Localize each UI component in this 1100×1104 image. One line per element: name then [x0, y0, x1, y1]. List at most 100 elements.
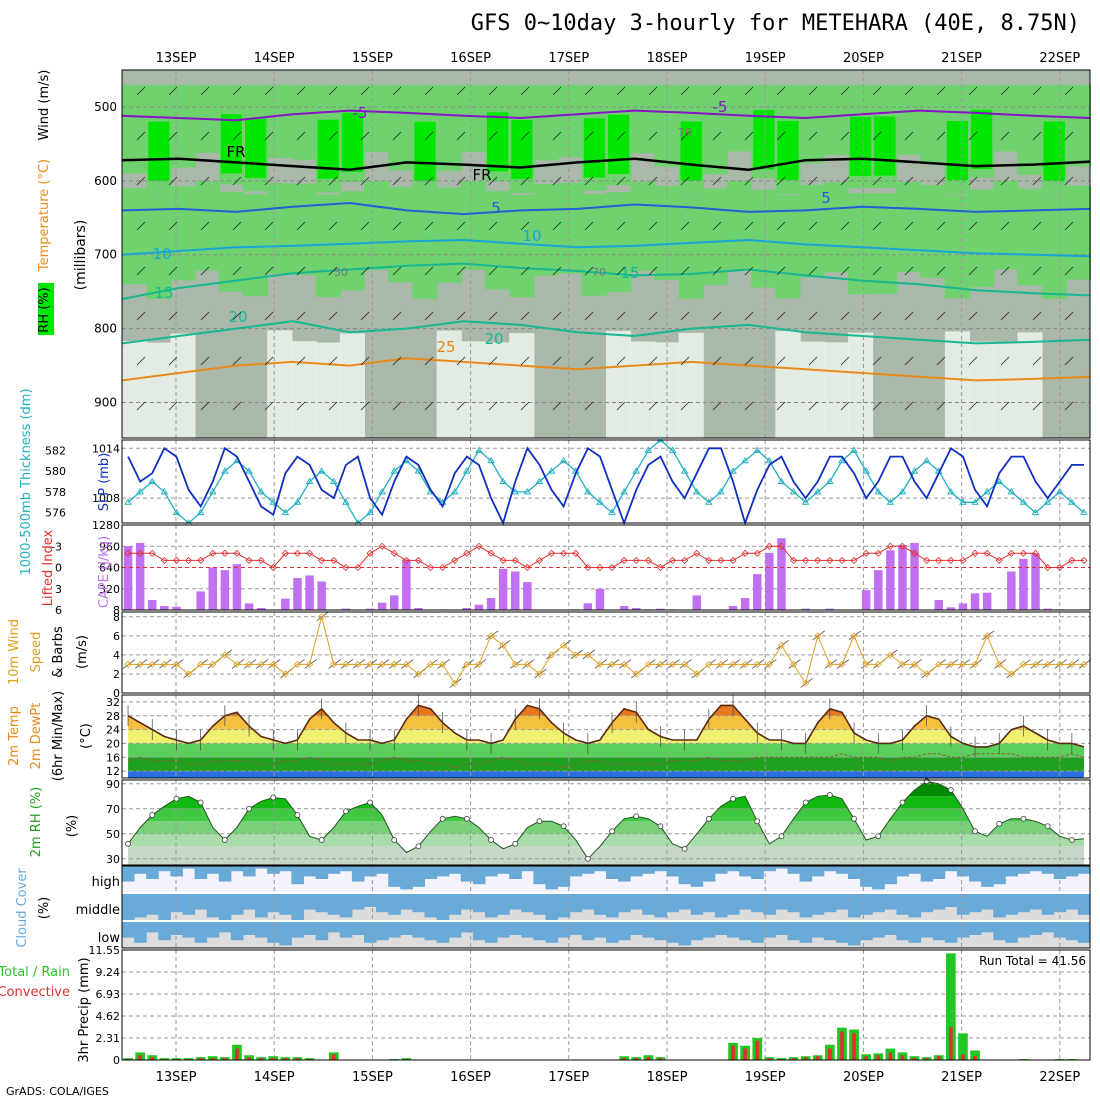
- wind-speed-point: [197, 660, 205, 668]
- cloud-cover-bar: [896, 866, 909, 877]
- thickness-point: [680, 467, 689, 474]
- wind-barb: [360, 131, 370, 141]
- cloud-cover-bar: [654, 894, 667, 918]
- cloud-cover-bar: [969, 866, 982, 882]
- wind-speed-point: [814, 632, 822, 640]
- li-point: [898, 542, 907, 550]
- wind-barb: [1000, 221, 1010, 231]
- precip-total-bar: [946, 953, 956, 1060]
- wind-speed-point: [668, 660, 677, 668]
- wind-barb: [1032, 311, 1042, 321]
- li-tick-label: -3: [51, 540, 62, 553]
- li-point: [426, 563, 435, 572]
- precip-tick-label: 0: [113, 1054, 120, 1067]
- cloud-cover-bar: [315, 866, 329, 879]
- precip-legend-total: Total / Rain: [0, 965, 70, 980]
- wind-barb: [488, 176, 498, 186]
- cloud-cover-bar: [267, 866, 280, 874]
- cloud-cover-bar: [1053, 866, 1067, 879]
- rh-band-mid: [823, 182, 849, 273]
- rh-band-mid: [1017, 188, 1043, 286]
- temp-tick-label: 16: [106, 751, 120, 764]
- panel-frame: [121, 611, 1091, 694]
- wind-barb: [808, 86, 818, 96]
- thickness-point: [620, 488, 628, 495]
- cloud-cover-bar: [243, 866, 256, 877]
- wind-speed-point: [487, 632, 495, 640]
- thickness-point: [281, 508, 290, 516]
- temp-line: [127, 704, 1085, 748]
- cloud-cover-bar: [472, 894, 486, 913]
- date-tick-label: 18SEP: [647, 1070, 688, 1085]
- wind-barb: [582, 649, 596, 660]
- rh-side-label: RH (%): [37, 287, 52, 332]
- rh-band-mid: [920, 84, 946, 164]
- wind-barb: [168, 266, 178, 276]
- wind-barb: [584, 131, 594, 141]
- li-tick-label: 6: [55, 604, 62, 617]
- cloud-cover-bar: [932, 922, 946, 941]
- rh-contour-label: 70: [678, 126, 692, 139]
- temp-axis-label-2: 2m DewPt: [29, 703, 44, 770]
- cape-tick-label: 8: [113, 604, 120, 617]
- thickness-point: [487, 456, 495, 464]
- thickness-point: [329, 477, 338, 484]
- wind-barb: [776, 266, 786, 276]
- wind-axis-label-3: & Barbs: [51, 626, 66, 678]
- precip-convective-bar: [150, 1057, 155, 1060]
- cloud-cover-bar: [303, 894, 317, 910]
- wind-barb: [424, 86, 434, 96]
- wind-barb: [1032, 131, 1042, 141]
- rh-point: [826, 792, 833, 798]
- thickness-point: [910, 467, 919, 474]
- wind-side-label: Wind (m/s): [37, 70, 52, 141]
- wind-barb: [200, 176, 210, 186]
- cape-tick-label: 1280: [92, 519, 120, 532]
- cape-bar: [220, 570, 230, 610]
- rh-band-mid: [630, 84, 656, 154]
- isotherm-line: [121, 201, 1091, 216]
- thickness-point: [148, 477, 157, 484]
- thickness-point: [717, 488, 725, 495]
- cape-bar: [886, 550, 895, 610]
- date-tick-label: 21SEP: [941, 51, 982, 66]
- rh-point: [464, 815, 470, 822]
- cloud-cover-bar: [279, 894, 292, 915]
- wind-barb: [552, 221, 562, 231]
- isotherm-line: [121, 157, 1091, 172]
- precip-convective-bar: [271, 1058, 276, 1060]
- li-point: [475, 542, 483, 550]
- li-point: [1080, 556, 1088, 564]
- cloud-cover-bar: [630, 894, 643, 910]
- cloud-cover-bar: [666, 866, 680, 877]
- precip-convective-bar: [864, 1056, 868, 1060]
- cape-bar: [1043, 608, 1052, 610]
- rh-point: [149, 812, 156, 818]
- cloud-cover-bar: [436, 894, 450, 920]
- cape-bar: [946, 607, 956, 610]
- cloud-cover-bar: [799, 894, 813, 918]
- li-tick-label: 3: [55, 583, 62, 596]
- wind-barb: [522, 659, 535, 669]
- cloud-cover-bar: [787, 894, 801, 913]
- precip-convective-bar: [876, 1055, 881, 1060]
- rh-band-dark: [583, 118, 605, 178]
- li-point: [281, 549, 289, 557]
- wind-speed-point: [293, 660, 302, 668]
- wind-barb: [1078, 659, 1092, 669]
- wind-speed-point: [789, 660, 798, 668]
- cloud-cover-bar: [581, 922, 595, 941]
- wind-barb: [1000, 131, 1010, 141]
- cloud-cover-bar: [472, 922, 486, 941]
- wind-barb: [456, 221, 466, 231]
- wind-barb: [264, 311, 274, 321]
- cloud-cover-bar: [243, 894, 256, 910]
- precip-convective-bar: [961, 1054, 965, 1060]
- rh-point: [730, 795, 736, 802]
- wind-barb: [1032, 266, 1042, 276]
- rh-band-mid: [581, 193, 607, 296]
- thickness-point: [959, 498, 967, 505]
- temp-tick-label: 32: [106, 696, 120, 709]
- wind-barb: [136, 266, 146, 276]
